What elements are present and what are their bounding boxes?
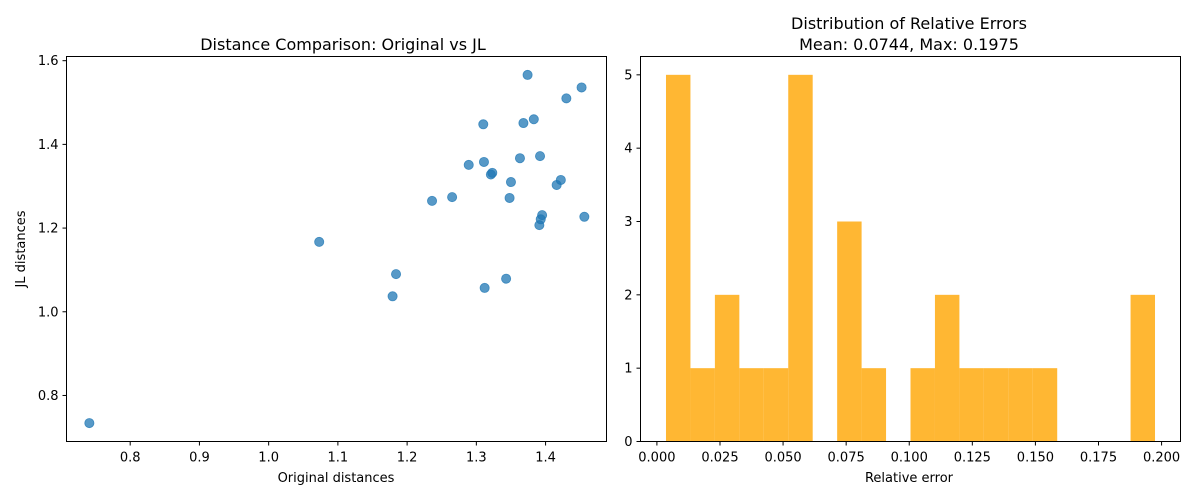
histogram-x-label: Relative error [865, 471, 954, 486]
scatter-y-tick-label: 1.2 [38, 222, 59, 237]
scatter-point [478, 156, 489, 167]
scatter-point [487, 167, 498, 178]
scatter-point [478, 119, 489, 130]
histogram-y-tick-label: 4 [624, 142, 632, 157]
histogram-bar [934, 294, 960, 442]
scatter-x-tick-label: 1.0 [258, 451, 279, 466]
scatter-point [387, 291, 398, 302]
scatter-point [537, 210, 548, 221]
histogram-y-tick-label: 0 [624, 435, 632, 450]
histogram-bar [959, 368, 984, 442]
scatter-y-tick-label: 0.8 [38, 389, 59, 404]
scatter-x-tick-label: 1.2 [397, 451, 418, 466]
scatter-y-label: JL distances [14, 210, 29, 288]
scatter-point [561, 93, 572, 104]
scatter-point [504, 192, 515, 203]
scatter-y-tick-label: 1.0 [38, 305, 59, 320]
scatter-x-label: Original distances [278, 471, 395, 486]
histogram-title-line2: Mean: 0.0744, Max: 0.1975 [799, 35, 1019, 54]
histogram-x-tick-label: 0.000 [638, 451, 675, 466]
scatter-x-axis: 0.8 0.9 1.0 1.1 1.2 1.3 1.4 [120, 441, 556, 466]
scatter-point [479, 282, 490, 293]
histogram-bar [1008, 368, 1033, 442]
histogram-chart: Distribution of Relative Errors Mean: 0.… [624, 14, 1181, 486]
scatter-point [84, 418, 95, 429]
histogram-bar [665, 74, 691, 442]
histogram-bar [837, 221, 862, 442]
scatter-x-tick-label: 0.8 [120, 451, 141, 466]
scatter-y-tick-label: 1.4 [38, 138, 59, 153]
scatter-y-axis: 0.8 1.0 1.2 1.4 1.6 [38, 54, 67, 404]
scatter-axes-frame [66, 56, 607, 442]
scatter-point [505, 177, 516, 188]
histogram-y-tick-label: 2 [624, 288, 632, 303]
scatter-x-tick-label: 0.9 [189, 451, 210, 466]
scatter-chart: Distance Comparison: Original vs JL 0.8 0… [14, 35, 607, 486]
scatter-point [576, 82, 587, 93]
histogram-x-tick-label: 0.150 [1017, 451, 1054, 466]
scatter-point [447, 192, 458, 203]
histogram-bar [983, 368, 1009, 442]
scatter-points [84, 69, 590, 429]
histogram-x-tick-label: 0.125 [954, 451, 991, 466]
histogram-bar [910, 368, 935, 442]
scatter-point [514, 153, 525, 164]
histogram-x-tick-label: 0.050 [764, 451, 801, 466]
histogram-bar [763, 368, 789, 442]
histogram-bar [739, 368, 764, 442]
histogram-bar [788, 74, 813, 442]
scatter-y-tick-label: 1.6 [38, 54, 59, 69]
scatter-point [314, 236, 325, 247]
histogram-y-tick-label: 5 [624, 68, 632, 83]
scatter-title: Distance Comparison: Original vs JL [200, 35, 486, 54]
histogram-x-tick-label: 0.025 [701, 451, 738, 466]
scatter-point [391, 269, 402, 280]
histogram-y-tick-label: 1 [624, 362, 632, 377]
scatter-point [518, 118, 529, 129]
histogram-x-tick-label: 0.075 [828, 451, 865, 466]
scatter-point [535, 151, 546, 162]
histogram-bar [714, 294, 740, 442]
scatter-point [501, 273, 512, 284]
scatter-point [555, 174, 566, 185]
histogram-x-tick-label: 0.100 [891, 451, 928, 466]
histogram-x-axis: 0.000 0.025 0.050 0.075 0.100 0.125 0.150 0.175… [638, 441, 1180, 466]
histogram-x-tick-label: 0.200 [1143, 451, 1180, 466]
histogram-bar [1130, 294, 1156, 442]
histogram-axes-frame [640, 56, 1181, 442]
histogram-y-axis: 0 1 2 3 4 5 [624, 68, 641, 450]
scatter-x-tick-label: 1.4 [535, 451, 556, 466]
histogram-bar [861, 368, 887, 442]
scatter-point [528, 114, 539, 125]
scatter-point [522, 69, 533, 80]
histogram-y-tick-label: 3 [624, 215, 632, 230]
histogram-title-line1: Distribution of Relative Errors [791, 14, 1027, 33]
histogram-bar [1032, 368, 1058, 442]
scatter-x-tick-label: 1.1 [328, 451, 349, 466]
scatter-point [463, 159, 474, 170]
scatter-point [427, 195, 438, 206]
scatter-x-tick-label: 1.3 [466, 451, 487, 466]
scatter-point [579, 211, 590, 222]
histogram-bar [690, 368, 715, 442]
histogram-x-tick-label: 0.175 [1080, 451, 1117, 466]
histogram-bars [665, 74, 1156, 442]
